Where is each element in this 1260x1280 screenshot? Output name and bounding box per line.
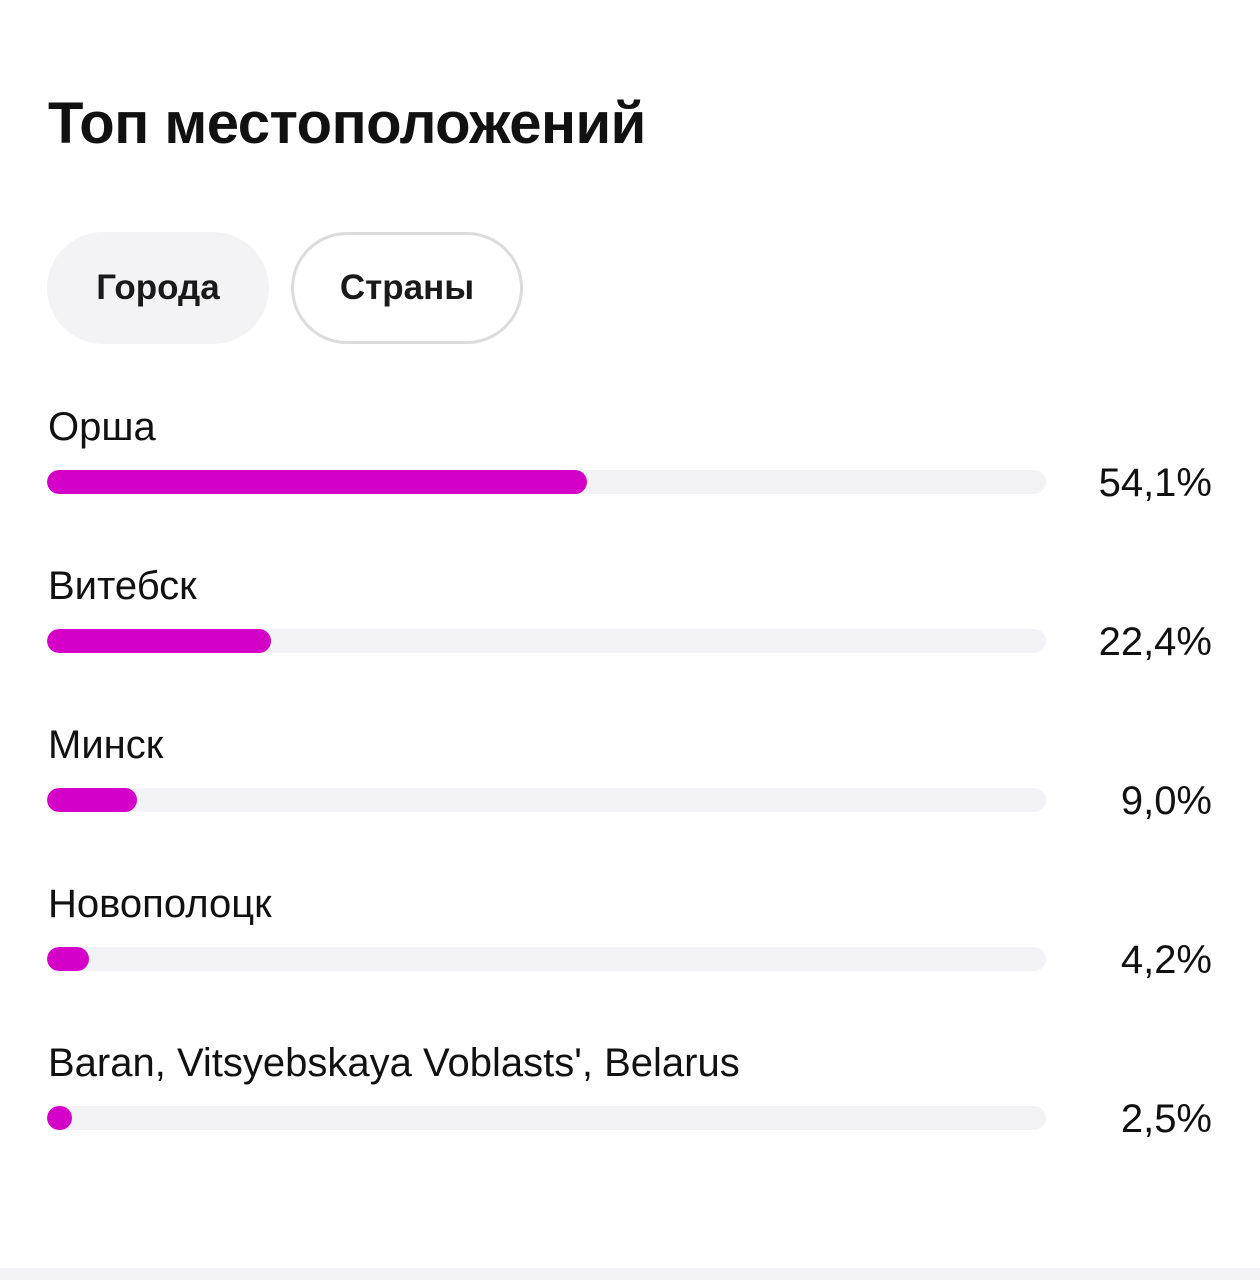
location-name: Baran, Vitsyebskaya Voblasts', Belarus (48, 1041, 740, 1085)
page-title: Топ местоположений (48, 91, 646, 156)
tab-countries[interactable]: Страны (291, 232, 523, 344)
location-item: Орша 54,1% (0, 400, 1260, 540)
location-name: Минск (48, 723, 164, 767)
location-item: Новополоцк 4,2% (0, 877, 1260, 1017)
location-bar (47, 947, 89, 971)
location-tabs: Города Страны (47, 232, 523, 344)
location-bar-track (47, 788, 1046, 812)
location-bar (47, 1106, 72, 1130)
bottom-divider (0, 1268, 1260, 1280)
location-item: Витебск 22,4% (0, 559, 1260, 699)
location-percentage: 4,2% (1120, 938, 1212, 982)
location-name: Новополоцк (48, 882, 272, 926)
location-bar (47, 470, 588, 494)
location-percentage: 22,4% (1098, 620, 1212, 664)
location-percentage: 2,5% (1120, 1097, 1212, 1141)
location-percentage: 9,0% (1120, 779, 1212, 823)
location-bar-track (47, 629, 1046, 653)
location-bar-track (47, 947, 1046, 971)
location-name: Орша (48, 405, 156, 449)
location-item: Минск 9,0% (0, 718, 1260, 858)
location-bar (47, 629, 271, 653)
location-bar-track (47, 470, 1046, 494)
tab-cities[interactable]: Города (47, 232, 269, 344)
location-bar-track (47, 1106, 1046, 1130)
location-name: Витебск (48, 564, 197, 608)
location-item: Baran, Vitsyebskaya Voblasts', Belarus 2,… (0, 1036, 1260, 1176)
location-percentage: 54,1% (1098, 461, 1212, 505)
location-bar (47, 788, 137, 812)
